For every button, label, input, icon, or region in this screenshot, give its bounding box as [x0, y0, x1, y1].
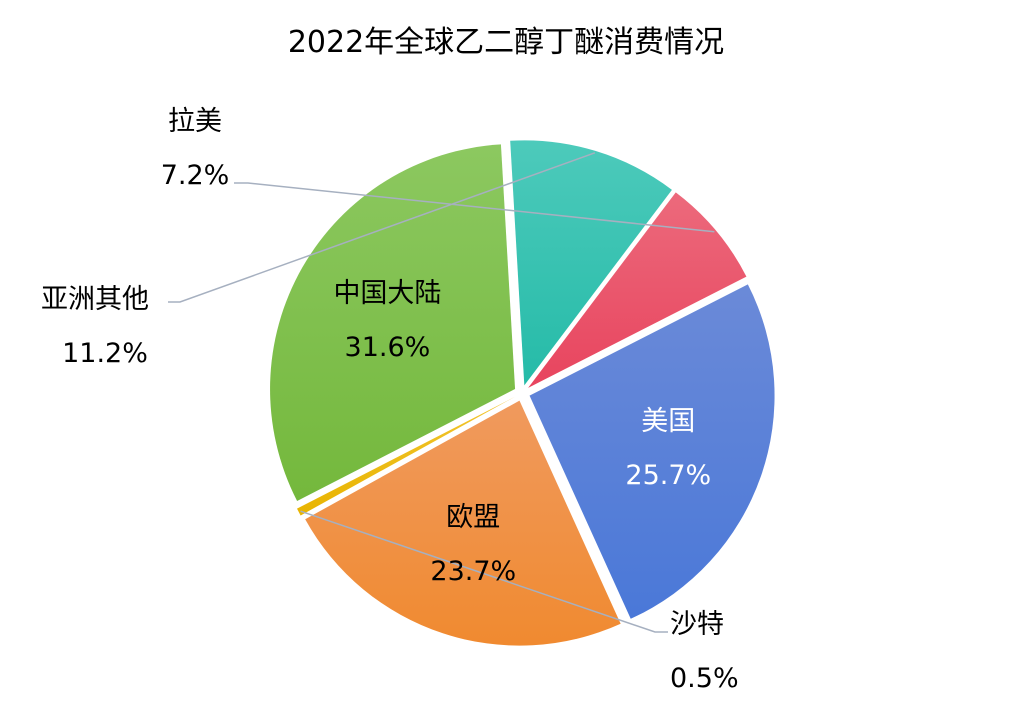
- slice-label-name: 欧盟: [446, 502, 500, 533]
- slice-label-value: 23.7%: [430, 556, 516, 587]
- slice-label-name: 中国大陆: [333, 278, 441, 309]
- slice-label-name: 沙特: [670, 609, 724, 640]
- slice-label-value: 25.7%: [625, 460, 711, 491]
- slice-labels: 美国 25.7% 欧盟 23.7% 沙特 0.5% 中国大陆 31.6% 亚洲其他 11.2% 拉美…: [41, 106, 739, 694]
- slice-2: [296, 396, 515, 516]
- leader-lines: [168, 152, 715, 633]
- leader-line: [300, 510, 668, 633]
- slice-0: [529, 284, 775, 619]
- slice-label-value: 7.2%: [161, 160, 230, 191]
- slice-label-value: 31.6%: [345, 332, 431, 363]
- slice-label-value: 0.5%: [670, 663, 739, 694]
- leader-line: [234, 182, 715, 233]
- slice-label-value: 11.2%: [62, 338, 148, 369]
- slice-1: [305, 400, 621, 646]
- slice-label-name: 亚洲其他: [41, 284, 149, 315]
- leader-line: [168, 152, 596, 303]
- slice-label-name: 美国: [641, 406, 695, 437]
- pie-slices: [270, 140, 775, 646]
- slice-5: [528, 192, 747, 388]
- slice-3: [270, 144, 516, 501]
- slice-label-name: 拉美: [168, 106, 222, 137]
- slice-4: [510, 140, 672, 386]
- chart-title: 2022年全球乙二醇丁醚消费情况: [288, 25, 724, 60]
